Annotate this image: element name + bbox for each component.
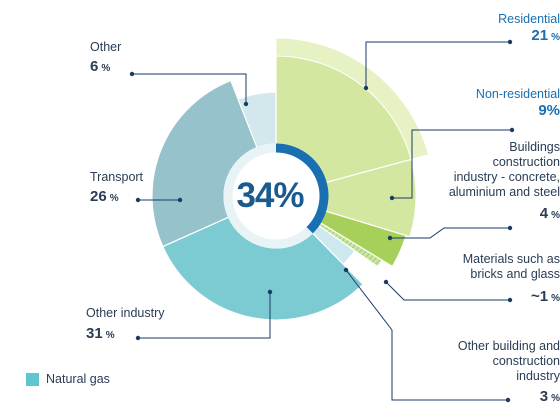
remainder-ring <box>223 143 313 249</box>
label-nonresidential-value: 9 <box>538 102 547 119</box>
label-buildings-name-3: industry - concrete, <box>453 170 560 184</box>
label-transport-value: 26 <box>90 188 107 205</box>
label-materials-value: ~1 <box>530 288 549 305</box>
leader-dot-residential-start <box>363 85 369 91</box>
legend-swatch-natural-gas <box>26 372 39 386</box>
leader-line-otherbuilding <box>345 269 508 401</box>
legend-label-natural-gas: Natural gas <box>46 372 110 386</box>
center-value: 34% <box>236 176 304 215</box>
label-materials-name-1: Materials such as <box>462 252 560 266</box>
leader-dot-materials-2-start <box>383 279 389 285</box>
label-materials-value-row: ~1% <box>463 288 560 308</box>
leader-line-materials <box>390 227 510 239</box>
label-residential-value: 21 <box>531 27 549 44</box>
leader-line-materials-2 <box>385 281 510 301</box>
leader-dot-otherindustry-start <box>267 289 273 295</box>
label-otherbuilding: Other building and construction industry… <box>458 339 560 408</box>
leader-dot-buildings-end <box>509 127 515 133</box>
label-buildings-name-4: aluminium and steel <box>448 185 560 199</box>
leader-dot-materials-end <box>507 225 513 231</box>
leader-dot-otherbuilding-end <box>505 397 511 403</box>
leader-dot-materials-start <box>387 235 393 241</box>
leader-dot-otherbuilding-start <box>343 267 349 273</box>
label-nonresidential-pct: % <box>546 102 560 119</box>
legend: Natural gas <box>26 372 110 386</box>
label-buildings-name-1: Buildings <box>509 140 560 154</box>
label-otherbuilding-value: 3 <box>539 388 549 405</box>
label-otherindustry-value: 31 <box>86 325 103 342</box>
label-nonresidential-value-row: 9% <box>476 102 560 120</box>
building-share-ring <box>275 143 329 234</box>
label-residential-value-row: 21% <box>498 27 560 47</box>
label-otherbuilding-value-row: 3% <box>458 388 560 408</box>
label-materials: Materials such as bricks and glass ~1% <box>463 252 560 308</box>
label-residential-pct: % <box>551 32 560 43</box>
label-transport-value-row: 26% <box>90 188 143 208</box>
label-buildings-value: 4 <box>539 205 549 222</box>
label-residential-name: Residential <box>498 12 560 26</box>
label-other-pct: % <box>101 63 111 74</box>
label-nonresidential-name: Non-residential <box>475 87 560 101</box>
label-other-name: Other <box>90 40 122 54</box>
label-otherindustry: Other industry 31% <box>86 306 165 345</box>
label-materials-name-2: bricks and glass <box>470 267 560 281</box>
label-residential: Residential 21% <box>498 12 560 47</box>
label-materials-pct: % <box>551 293 560 304</box>
label-other-value-row: 6% <box>90 58 121 78</box>
label-buildings: Buildings construction industry - concre… <box>449 140 560 225</box>
leader-dot-materials-2-end <box>507 297 513 303</box>
label-otherbuilding-name-3: industry <box>516 369 560 383</box>
label-other: Other 6% <box>90 40 121 78</box>
leader-dot-other-end <box>129 71 135 77</box>
label-nonresidential: Non-residential 9% <box>476 87 560 120</box>
label-otherindustry-name: Other industry <box>86 306 165 320</box>
label-buildings-value-row: 4% <box>449 205 560 225</box>
leader-dot-residential-end <box>507 39 513 45</box>
leader-dot-buildings-start <box>389 195 395 201</box>
leader-dot-transport-start <box>177 197 183 203</box>
label-otherbuilding-pct: % <box>551 393 560 404</box>
label-transport-name: Transport <box>90 170 144 184</box>
leader-dot-transport-end <box>135 197 141 203</box>
leader-dot-other-start <box>243 101 249 107</box>
leader-line-otherindustry <box>138 292 271 339</box>
leader-line-buildings <box>392 129 512 199</box>
slice-residential-outer-band <box>275 37 430 161</box>
leader-line-residential <box>365 41 510 88</box>
label-otherindustry-pct: % <box>105 330 115 341</box>
label-buildings-pct: % <box>551 210 560 221</box>
label-otherindustry-value-row: 31% <box>86 325 165 345</box>
label-otherbuilding-name-1: Other building and <box>457 339 560 353</box>
label-transport: Transport 26% <box>90 170 143 208</box>
label-transport-pct: % <box>109 193 119 204</box>
label-buildings-name-2: construction <box>492 155 560 169</box>
label-other-value: 6 <box>90 58 99 75</box>
label-otherbuilding-name-2: construction <box>492 354 560 368</box>
leader-dot-otherindustry-end <box>135 335 141 341</box>
leader-line-other <box>132 73 247 104</box>
